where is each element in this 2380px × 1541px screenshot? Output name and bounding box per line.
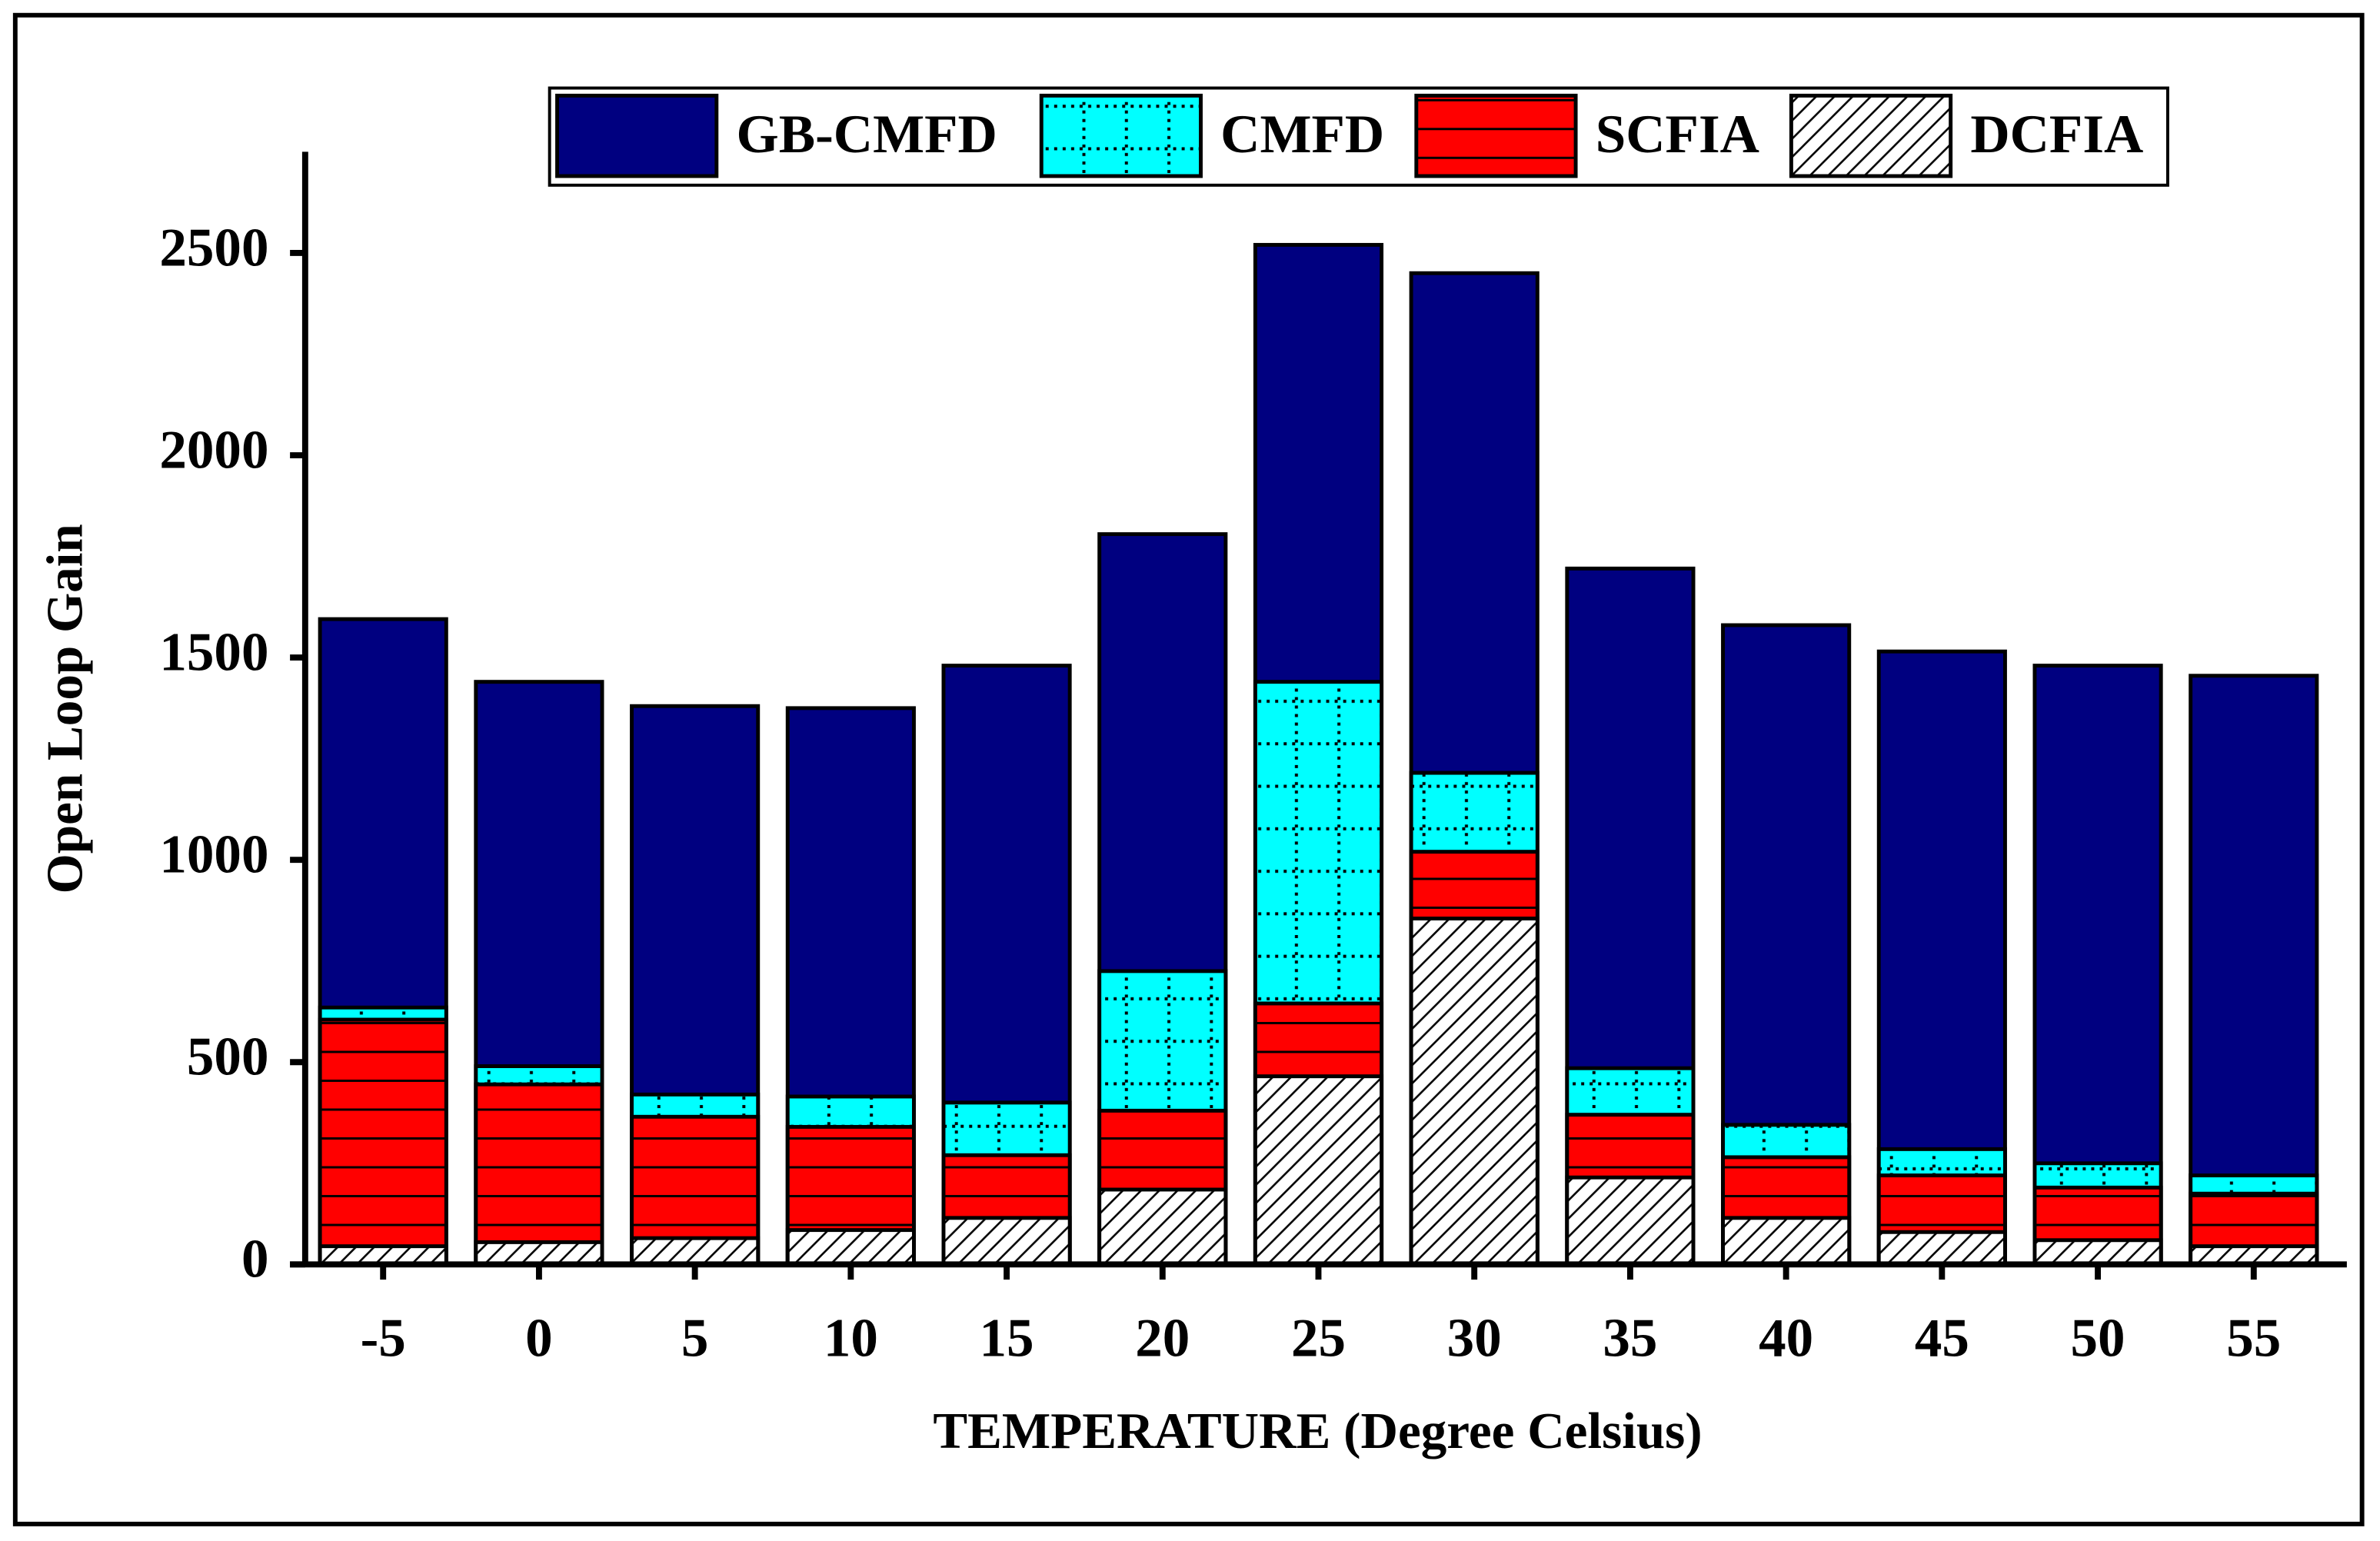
x-tick-label: 0 [525,1308,553,1368]
bar [1565,1175,1696,1266]
bar [941,1216,1072,1266]
x-tick-label: 30 [1447,1308,1502,1368]
x-tick-label: 45 [1915,1308,1969,1368]
legend-swatch [1789,93,1953,178]
x-tick-label: 10 [824,1308,878,1368]
x-tick-label: 35 [1603,1308,1657,1368]
bar [1253,1074,1384,1266]
bar [1721,1216,1852,1266]
legend-label: DCFIA [1970,105,2143,165]
bar [2189,674,2319,1266]
legend: GB-CMFD CMFD SCFIA DCFIA [548,86,2169,187]
y-tick-label: 1000 [159,824,268,884]
y-tick-label: 500 [187,1027,269,1087]
bar [1876,1230,2007,1266]
bar [318,1017,448,1266]
bar [474,1082,604,1266]
x-tick-label: 5 [681,1308,709,1368]
x-tick-label: 25 [1291,1308,1346,1368]
x-tick-label: -5 [361,1308,406,1368]
bar [2032,1238,2163,1266]
legend-label: CMFD [1220,105,1384,165]
bar [474,1240,604,1266]
x-tick-label: 40 [1759,1308,1813,1368]
x-axis-title: TEMPERATURE (Degree Celsius) [933,1402,1702,1459]
x-tick-label: 15 [980,1308,1034,1368]
y-axis-title: Open Loop Gain [35,524,93,894]
legend-swatch [1414,93,1578,178]
legend-swatch [1039,93,1203,178]
y-tick-label: 2500 [159,218,268,278]
x-tick-label: 55 [2226,1308,2281,1368]
bar [630,1236,761,1266]
bar [785,1228,916,1266]
legend-label: GB-CMFD [736,105,997,165]
legend-label: SCFIA [1596,105,1759,165]
x-tick-label: 20 [1135,1308,1190,1368]
x-tick-label: 50 [2071,1308,2125,1368]
y-tick-label: 1500 [159,622,268,682]
y-tick-label: 0 [241,1230,269,1290]
frame [12,12,2365,1526]
y-tick-label: 2000 [159,420,268,480]
bar [1409,917,1540,1266]
bar [1097,1187,1228,1266]
legend-swatch [555,93,719,178]
